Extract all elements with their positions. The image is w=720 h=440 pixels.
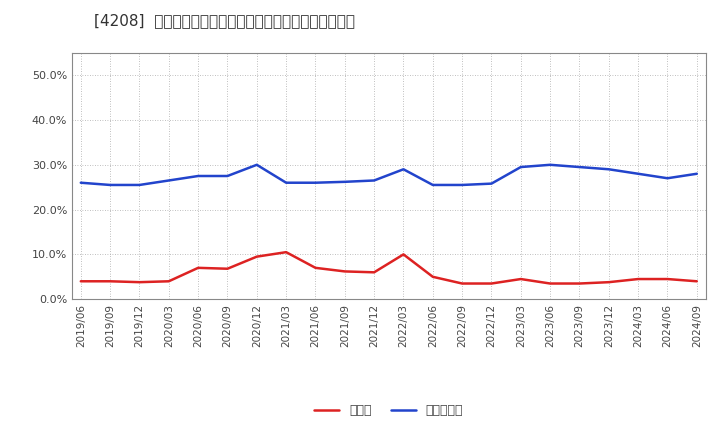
有利子負債: [516, 165, 525, 170]
現預金: [135, 279, 144, 285]
現預金: [605, 279, 613, 285]
有利子負債: [487, 181, 496, 186]
有利子負債: [76, 180, 85, 185]
有利子負債: [164, 178, 173, 183]
現預金: [634, 276, 642, 282]
現預金: [663, 276, 672, 282]
現預金: [370, 270, 379, 275]
有利子負債: [575, 165, 584, 170]
現預金: [106, 279, 114, 284]
Text: [4208]  現預金、有利子負債の総資産に対する比率の推移: [4208] 現預金、有利子負債の総資産に対する比率の推移: [94, 13, 355, 28]
有利子負債: [546, 162, 554, 168]
現預金: [341, 269, 349, 274]
現預金: [428, 274, 437, 279]
現預金: [575, 281, 584, 286]
有利子負債: [341, 179, 349, 184]
有利子負債: [605, 167, 613, 172]
有利子負債: [634, 171, 642, 176]
現預金: [194, 265, 202, 271]
有利子負債: [663, 176, 672, 181]
有利子負債: [693, 171, 701, 176]
現預金: [487, 281, 496, 286]
Line: 有利子負債: 有利子負債: [81, 165, 697, 185]
有利子負債: [282, 180, 290, 185]
有利子負債: [106, 182, 114, 187]
現預金: [311, 265, 320, 271]
有利子負債: [428, 182, 437, 187]
有利子負債: [223, 173, 232, 179]
現預金: [282, 249, 290, 255]
Line: 現預金: 現預金: [81, 252, 697, 283]
現預金: [516, 276, 525, 282]
有利子負債: [458, 182, 467, 187]
有利子負債: [194, 173, 202, 179]
有利子負債: [370, 178, 379, 183]
現預金: [253, 254, 261, 259]
有利子負債: [311, 180, 320, 185]
有利子負債: [253, 162, 261, 168]
有利子負債: [135, 182, 144, 187]
現預金: [458, 281, 467, 286]
現預金: [164, 279, 173, 284]
現預金: [76, 279, 85, 284]
有利子負債: [399, 167, 408, 172]
Legend: 現預金, 有利子負債: 現預金, 有利子負債: [310, 399, 468, 422]
現預金: [546, 281, 554, 286]
現預金: [223, 266, 232, 271]
現預金: [693, 279, 701, 284]
現預金: [399, 252, 408, 257]
